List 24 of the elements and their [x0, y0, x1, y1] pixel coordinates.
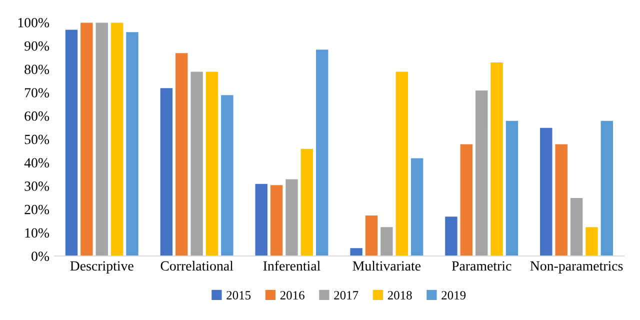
- y-tick-label: 10%: [25, 228, 50, 238]
- x-tick-label: Correlational: [160, 260, 234, 271]
- y-tick-label: 70%: [24, 88, 50, 98]
- x-tick-label: Inferential: [263, 260, 320, 271]
- legend-label: 2017: [334, 291, 358, 300]
- legend-label: 2018: [388, 291, 412, 300]
- y-tick-label: 80%: [24, 64, 50, 74]
- legend-label: 2019: [442, 291, 466, 300]
- x-tick-label: Parametric: [452, 261, 512, 271]
- x-tick-label: Multivariate: [352, 260, 421, 271]
- legend-label: 2015: [226, 291, 251, 300]
- bar: [315, 48, 329, 256]
- y-tick-label: 0%: [32, 252, 50, 261]
- x-tick-label: Descriptive: [70, 261, 134, 274]
- y-tick-label: 40%: [24, 158, 50, 168]
- legend-label: 2016: [280, 291, 304, 300]
- y-tick-label: 100%: [18, 18, 50, 28]
- y-tick-label: 60%: [24, 111, 50, 121]
- y-tick-label: 30%: [24, 182, 50, 191]
- y-tick-label: 90%: [24, 41, 50, 51]
- bar: [160, 87, 174, 256]
- y-tick-label: 20%: [24, 204, 50, 214]
- x-tick-label: Non-parametrics: [530, 261, 623, 274]
- y-tick-label: 50%: [24, 134, 50, 144]
